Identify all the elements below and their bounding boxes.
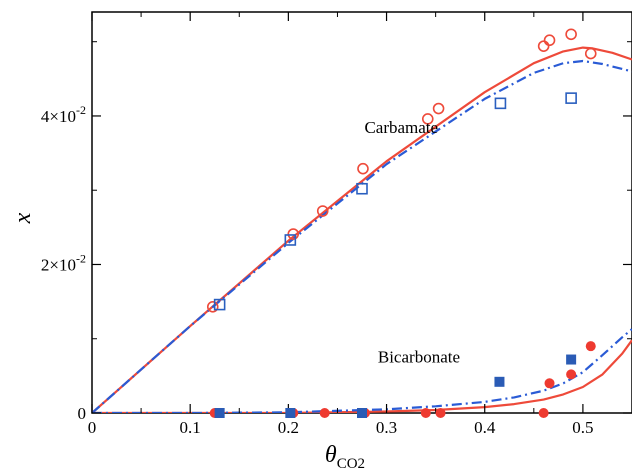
open-circle-point bbox=[432, 102, 445, 115]
open-circle-point bbox=[316, 205, 329, 217]
series-line-dash-dot bbox=[92, 59, 632, 413]
open-square-point bbox=[565, 92, 577, 104]
y-tick-label: 0 bbox=[78, 404, 87, 423]
open-circle-point bbox=[287, 228, 300, 240]
annotations: Carbamate Bicarbonate bbox=[364, 118, 460, 366]
filled-circle-point bbox=[319, 408, 330, 418]
y-tick-label: 2×10-2 bbox=[41, 251, 86, 274]
open-circle-point bbox=[421, 113, 434, 125]
filled-square-point bbox=[566, 354, 577, 365]
axis-ticks bbox=[91, 12, 632, 414]
y-tick-label: 4×10-2 bbox=[41, 103, 86, 126]
open-circle-point bbox=[537, 40, 550, 52]
plot-area bbox=[91, 11, 632, 414]
filled-square-point bbox=[214, 408, 225, 418]
open-square-point bbox=[494, 97, 507, 110]
series-line-dash-dot bbox=[92, 328, 632, 413]
open-square-point bbox=[356, 182, 368, 195]
series-line-solid bbox=[92, 339, 632, 413]
filled-circle-point bbox=[538, 408, 549, 418]
open-circle-point bbox=[565, 28, 577, 41]
x-tick-label: 0.3 bbox=[376, 418, 397, 437]
series-lines bbox=[92, 46, 632, 413]
open-square-point bbox=[213, 298, 226, 311]
open-circle-point bbox=[357, 162, 369, 175]
series-markers bbox=[206, 28, 597, 418]
axis-labels: 0 0.1 0.2 0.3 0.4 0.5 0 2×10-2 4×10-2 x θCO2 bbox=[10, 103, 594, 472]
annotation-label: Bicarbonate bbox=[378, 348, 460, 367]
y-axis-title: x bbox=[10, 212, 36, 224]
annotation-label: Carbamate bbox=[364, 118, 438, 137]
filled-square-point bbox=[494, 376, 505, 387]
x-tick-label: 0.2 bbox=[278, 418, 299, 437]
open-circle-point bbox=[206, 301, 219, 313]
x-axis-title: θCO2 bbox=[325, 442, 365, 472]
filled-square-point bbox=[357, 408, 367, 418]
filled-circle-point bbox=[544, 378, 555, 389]
series-line-solid bbox=[92, 46, 632, 413]
filled-circle-point bbox=[566, 369, 577, 380]
x-tick-label: 0.4 bbox=[474, 418, 496, 437]
open-circle-point bbox=[584, 47, 597, 60]
filled-circle-point bbox=[585, 341, 596, 352]
x-tick-label: 0.5 bbox=[572, 418, 593, 437]
filled-circle-point bbox=[420, 408, 431, 418]
filled-circle-point bbox=[435, 408, 446, 418]
x-tick-label: 0 bbox=[88, 418, 97, 437]
filled-square-point bbox=[285, 408, 296, 418]
x-tick-label: 0.1 bbox=[180, 418, 201, 437]
open-square-point bbox=[284, 234, 297, 246]
open-circle-point bbox=[543, 34, 556, 47]
